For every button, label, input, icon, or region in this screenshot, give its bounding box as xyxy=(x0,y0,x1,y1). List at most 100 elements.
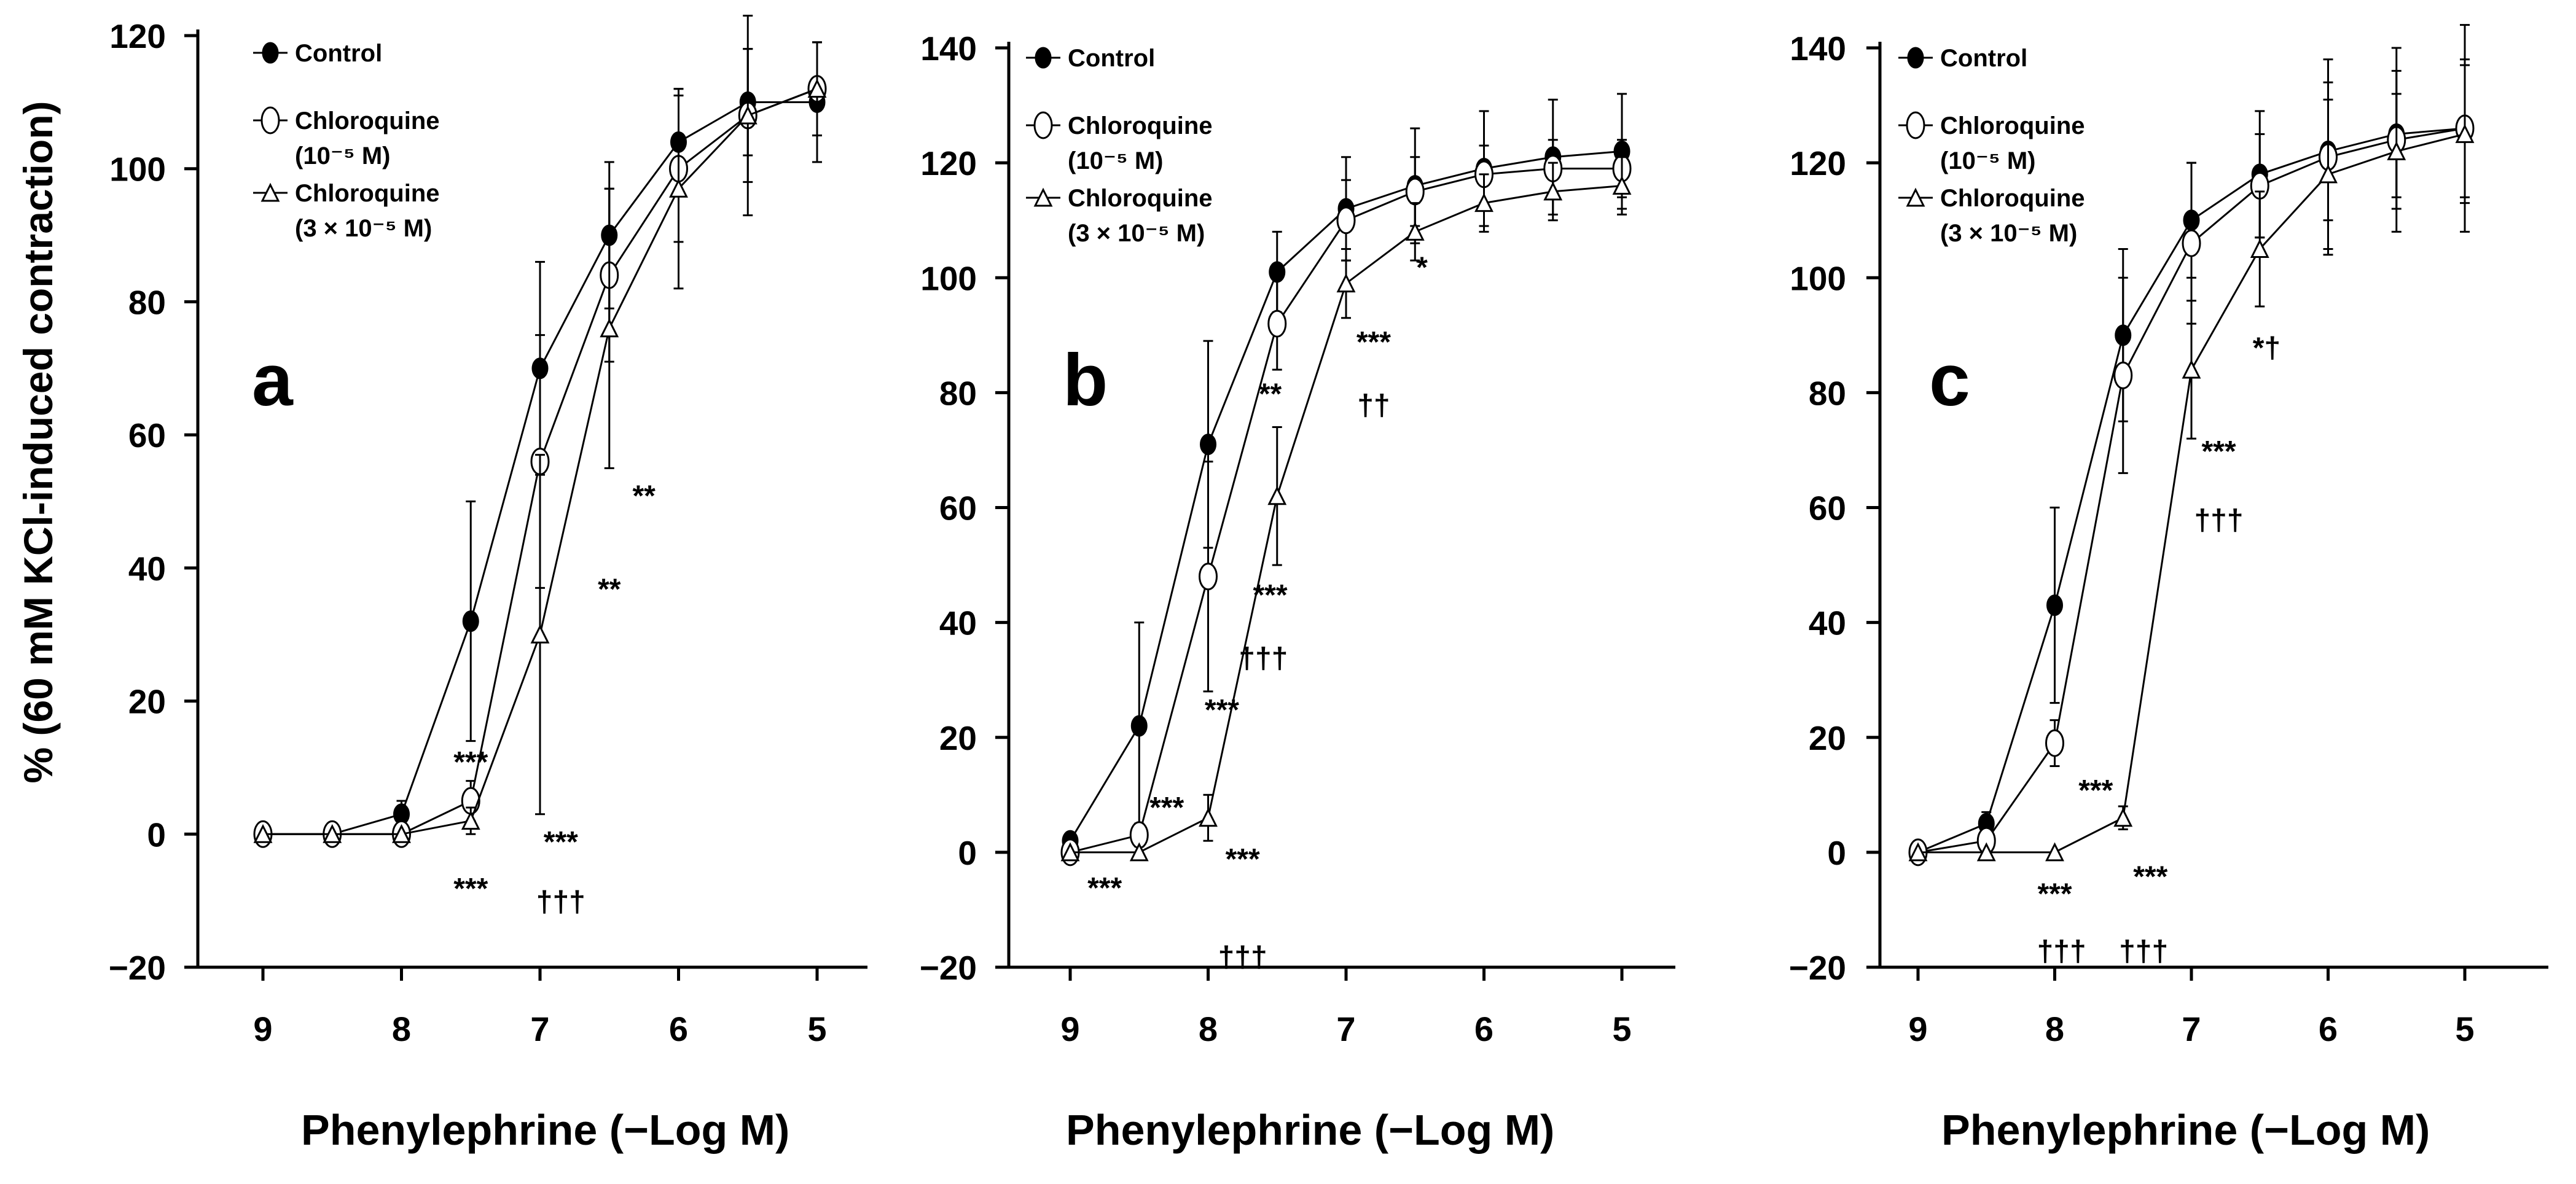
data-point-c-2-3 xyxy=(2113,808,2133,827)
panel-a: 120 100 80 60 40 20 0 −20 9 8 7 6 5 *** *** *** ††† ** ** C… xyxy=(109,14,867,1048)
y-tick-label-c-4: 60 xyxy=(1809,489,1846,528)
legend-c: Control Chloroquine (10⁻⁵ M) Chloroquine (3 … xyxy=(1898,45,2085,247)
legend-a: Control Chloroquine (10⁻⁵ M) Chloroquine (3 … xyxy=(253,40,440,242)
y-tick-label-b-8: −20 xyxy=(920,949,977,987)
data-point-b-2-2 xyxy=(1199,808,1218,827)
legend-marker-cq1-c xyxy=(1906,111,1925,139)
significance-mark-b-6: ††† xyxy=(1239,642,1288,675)
significance-mark-c-6: ††† xyxy=(2194,504,2243,537)
y-tick-label-b-2: 100 xyxy=(920,259,977,297)
legend-marker-control-c xyxy=(1907,47,1924,69)
y-tick-label-c-1: 120 xyxy=(1790,144,1846,182)
legend-text-b-1: Chloroquine xyxy=(1068,112,1213,139)
significance-mark-a-1: *** xyxy=(453,873,488,905)
y-tick-label-b-1: 120 xyxy=(920,144,977,182)
data-point-c-2-5 xyxy=(2250,239,2269,258)
data-point-a-2-1 xyxy=(323,824,342,843)
legend-text-a-4: (3 × 10⁻⁵ M) xyxy=(295,215,432,242)
data-point-b-2-5 xyxy=(1405,222,1425,241)
data-point-c-2-6 xyxy=(2319,164,2338,184)
data-point-c-1-3 xyxy=(2113,361,2133,389)
data-point-a-2-3 xyxy=(461,811,480,830)
y-tick-label-a-0: 120 xyxy=(109,17,166,55)
data-point-c-2-1 xyxy=(1976,842,1996,862)
legend-text-c-1: Chloroquine xyxy=(1940,112,2085,139)
legend-marker-cq1-b xyxy=(1033,111,1053,139)
data-point-c-1-2 xyxy=(2045,729,2064,757)
y-tick-label-b-3: 80 xyxy=(939,374,977,412)
y-tick-label-a-2: 80 xyxy=(128,283,166,321)
significance-mark-b-5: *** xyxy=(1253,579,1288,612)
data-point-b-1-5 xyxy=(1405,177,1425,206)
legend-text-b-4: (3 × 10⁻⁵ M) xyxy=(1068,220,1205,247)
data-point-a-2-6 xyxy=(669,178,688,198)
legend-text-b-3: Chloroquine xyxy=(1068,185,1213,212)
significance-mark-c-2: ††† xyxy=(2037,935,2086,968)
significance-mark-b-10: * xyxy=(1416,252,1428,284)
significance-mark-a-4: ** xyxy=(598,573,621,606)
data-point-b-1-3 xyxy=(1267,310,1287,338)
significance-mark-b-7: ** xyxy=(1259,378,1282,410)
y-tick-label-b-5: 40 xyxy=(939,604,977,642)
legend-marker-cq3-c xyxy=(1906,187,1925,207)
data-point-b-2-1 xyxy=(1129,842,1149,862)
x-tick-label-c-3: 6 xyxy=(2319,1010,2338,1048)
y-tick-label-a-1: 100 xyxy=(109,150,166,189)
series-c-2 xyxy=(1908,64,2475,862)
significance-mark-b-0: *** xyxy=(1087,872,1122,905)
x-tick-label-b-1: 8 xyxy=(1199,1010,1218,1048)
significance-mark-a-3: ††† xyxy=(536,886,585,919)
significance-mark-b-3: ††† xyxy=(1218,941,1267,973)
y-tick-label-c-0: 140 xyxy=(1790,29,1846,68)
data-point-b-2-4 xyxy=(1336,273,1356,293)
data-point-c-2-8 xyxy=(2455,123,2475,143)
legend-text-b-2: (10⁻⁵ M) xyxy=(1068,147,1163,174)
legend-text-c-2: (10⁻⁵ M) xyxy=(1940,147,2035,174)
legend-b: Control Chloroquine (10⁻⁵ M) Chloroquine (3 … xyxy=(1026,45,1213,247)
data-point-c-2-2 xyxy=(2045,842,2064,862)
y-tick-label-c-2: 100 xyxy=(1790,259,1846,297)
y-tick-label-b-7: 0 xyxy=(958,834,977,872)
x-tick-label-b-3: 6 xyxy=(1474,1010,1494,1048)
y-tick-label-b-6: 20 xyxy=(939,719,977,757)
x-tick-label-a-0: 9 xyxy=(253,1010,272,1048)
x-tick-label-c-1: 8 xyxy=(2045,1010,2064,1048)
significance-mark-a-0: *** xyxy=(453,746,488,779)
x-tick-label-a-3: 6 xyxy=(669,1010,688,1048)
significance-mark-b-4: *** xyxy=(1226,843,1260,876)
x-tick-label-a-2: 7 xyxy=(530,1010,549,1048)
significance-mark-c-5: *** xyxy=(2201,435,2236,468)
data-point-b-1-2 xyxy=(1199,563,1218,591)
data-point-a-2-4 xyxy=(530,624,550,644)
x-tick-label-b-2: 7 xyxy=(1336,1010,1355,1048)
data-point-a-2-8 xyxy=(807,79,827,98)
significance-mark-c-7: *† xyxy=(2253,332,2280,365)
panel-c: 140 120 100 80 60 40 20 0 −20 9 8 7 6 5 *** *** ††† *** ††… xyxy=(1789,24,2548,1048)
legend-marker-cq3-b xyxy=(1033,187,1053,207)
x-tick-label-c-4: 5 xyxy=(2455,1010,2474,1048)
y-tick-label-c-6: 20 xyxy=(1809,719,1846,757)
y-tick-label-c-3: 80 xyxy=(1809,374,1846,412)
panel-label-b: b xyxy=(1063,339,1108,421)
significance-mark-a-5: ** xyxy=(632,480,656,513)
legend-text-a-0: Control xyxy=(295,40,382,67)
x-axis-title-b: Phenylephrine (−Log M) xyxy=(1066,1106,1555,1154)
significance-mark-b-9: †† xyxy=(1357,389,1390,422)
significance-mark-b-2: *** xyxy=(1205,694,1239,726)
y-tick-label-b-0: 140 xyxy=(920,29,977,68)
significance-mark-c-4: ††† xyxy=(2119,935,2168,968)
significance-mark-c-0: *** xyxy=(2078,774,2113,807)
legend-text-b-0: Control xyxy=(1068,45,1155,72)
y-tick-label-a-5: 20 xyxy=(128,683,166,721)
data-point-c-0-2 xyxy=(2046,594,2063,617)
data-point-c-2-4 xyxy=(2182,359,2201,379)
data-point-b-2-3 xyxy=(1267,486,1287,505)
significance-mark-c-1: *** xyxy=(2037,878,2072,910)
y-tick-label-b-4: 60 xyxy=(939,489,977,528)
y-tick-label-a-3: 60 xyxy=(128,416,166,454)
data-point-b-1-4 xyxy=(1336,206,1356,235)
significance-mark-a-2: *** xyxy=(544,826,578,859)
data-point-c-2-7 xyxy=(2387,141,2406,160)
